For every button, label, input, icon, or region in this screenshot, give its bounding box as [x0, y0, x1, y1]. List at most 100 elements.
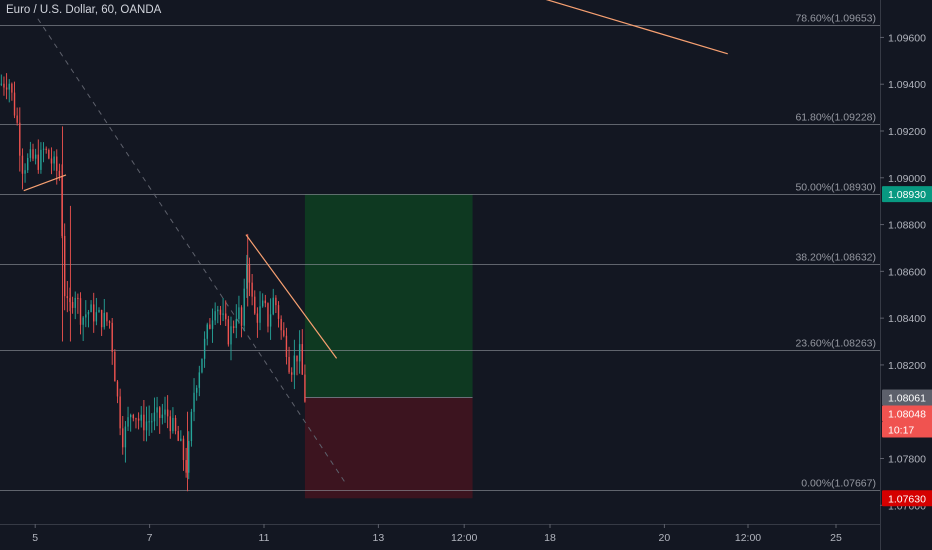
candle-body: [285, 335, 288, 357]
candle-body: [280, 318, 282, 331]
candle-body: [77, 297, 79, 299]
candle-body: [225, 313, 227, 320]
candle-body: [275, 297, 277, 306]
price-tick-label: 1.08800: [888, 220, 926, 232]
candle-body: [85, 314, 87, 318]
candle-body: [269, 314, 272, 327]
fib-level-label: 50.00%(1.08930): [795, 182, 876, 194]
candle-body: [283, 330, 285, 336]
candle-body: [50, 158, 53, 164]
candle-body: [182, 438, 185, 461]
trend-line[interactable]: [23, 174, 67, 192]
price-tick-label: 1.09000: [888, 173, 926, 185]
candle-body: [159, 407, 161, 418]
candle-body: [222, 313, 224, 315]
price-tick-label: 1.08600: [888, 266, 926, 278]
candle-body: [16, 115, 18, 123]
price-badge-label: 1.08048: [888, 408, 926, 420]
candle-body: [219, 309, 222, 315]
price-axis-background[interactable]: [880, 0, 932, 550]
candle-body: [53, 156, 55, 164]
time-tick-label: 18: [544, 532, 556, 544]
candle-body: [188, 441, 190, 473]
price-badge: [882, 389, 932, 406]
candle-body: [156, 407, 158, 413]
price-axis[interactable]: 1.09600 1.09400 1.09200 1.09000 1.08800 1.086…: [880, 0, 932, 550]
candle-body: [151, 421, 153, 423]
candle-body: [232, 326, 235, 329]
time-axis-background[interactable]: [0, 524, 880, 550]
candle-body: [5, 87, 8, 90]
candle-body: [143, 414, 145, 431]
candle-body: [264, 300, 267, 304]
candle-body: [58, 170, 61, 177]
candle-body: [114, 351, 116, 382]
time-tick-label: 12:00: [451, 532, 477, 544]
price-tick-label: 1.09200: [888, 126, 926, 138]
candle-body: [90, 304, 92, 313]
dashed-trendline[interactable]: [37, 18, 348, 486]
candle-body: [24, 170, 26, 174]
candle-body: [272, 297, 274, 315]
candle-body: [267, 303, 269, 327]
candle-body: [63, 235, 66, 297]
price-badge: [882, 186, 932, 203]
time-axis[interactable]: 5 7 11 13 12:00 18 20 12:00 25: [0, 524, 880, 550]
candle-body: [119, 396, 121, 429]
candle-body: [45, 148, 47, 151]
candle-body: [29, 149, 32, 158]
time-tick-label: 20: [659, 532, 671, 544]
position-zones[interactable]: [304, 194, 473, 499]
fib-retracement[interactable]: [0, 25, 880, 491]
time-tick-label: 13: [373, 532, 385, 544]
candle-body: [251, 282, 253, 297]
candle-body: [27, 157, 29, 171]
dashed-trendline-line[interactable]: [37, 18, 348, 486]
candle-body: [261, 300, 264, 307]
candle-body: [111, 322, 113, 352]
price-tick-label: 1.09400: [888, 79, 926, 91]
candle-body: [164, 409, 166, 415]
candle-body: [145, 421, 148, 431]
candle-body: [0, 83, 3, 85]
trend-line[interactable]: [517, 0, 728, 55]
candle-body: [103, 312, 105, 328]
candle-body: [166, 409, 169, 417]
candle-body: [153, 412, 156, 422]
candle-body: [95, 312, 98, 322]
loss-zone[interactable]: [304, 397, 473, 499]
candle-body: [116, 381, 119, 397]
candle-body: [127, 417, 129, 427]
candle-body: [124, 426, 127, 448]
price-tick-label: 1.09600: [888, 32, 926, 44]
candle-body: [34, 154, 37, 159]
price-badge-label: 1.08061: [888, 392, 926, 404]
trend-line[interactable]: [245, 234, 338, 359]
candle-body: [248, 264, 251, 283]
candle-body: [48, 150, 50, 159]
candle-body: [259, 306, 261, 323]
time-tick-label: 12:00: [735, 532, 761, 544]
candle-body: [42, 148, 45, 150]
fib-level-label: 61.80%(1.09228): [795, 112, 876, 124]
candle-body: [298, 344, 301, 362]
candle-body: [135, 418, 137, 420]
candle-body: [217, 309, 219, 312]
trend-lines[interactable]: [23, 0, 728, 359]
candle-body: [37, 154, 39, 170]
fib-labels: 78.60%(1.09653) 61.80%(1.09228) 50.00%(1.0…: [795, 13, 876, 490]
candle-body: [106, 312, 108, 322]
candle-body: [172, 417, 174, 432]
price-tick-label: 1.07800: [888, 454, 926, 466]
candle-body: [98, 310, 100, 313]
candle-body: [256, 313, 259, 323]
candle-body: [180, 438, 182, 441]
profit-zone[interactable]: [304, 194, 473, 398]
candle-body: [201, 358, 203, 373]
candle-body: [56, 156, 58, 171]
candle-body: [100, 310, 103, 328]
candle-body: [209, 324, 211, 329]
candle-body: [193, 392, 195, 412]
candle-body: [185, 460, 187, 473]
